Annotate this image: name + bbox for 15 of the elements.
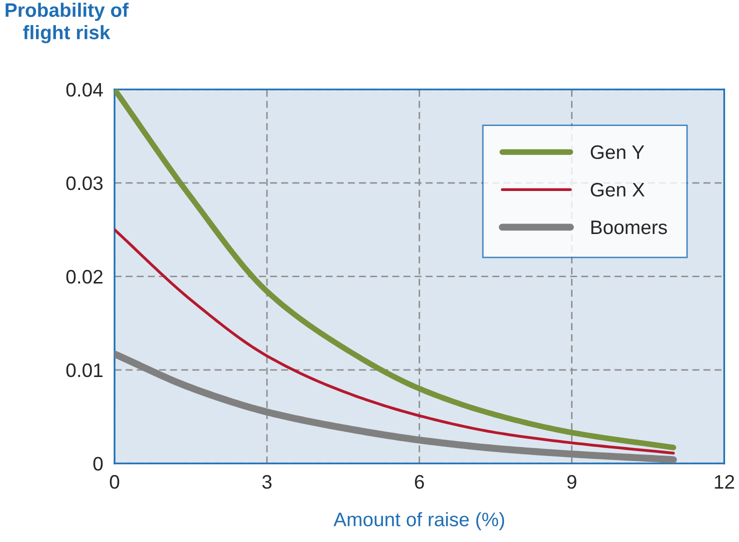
y-tick-label: 0.01 xyxy=(66,363,102,378)
x-tick-label: 12 xyxy=(714,475,734,489)
legend-label: Gen Y xyxy=(590,145,644,160)
x-tick-label: 3 xyxy=(262,475,272,489)
y-tick-label: 0.04 xyxy=(66,82,103,97)
x-tick-label: 9 xyxy=(567,475,576,489)
y-tick-label: 0.03 xyxy=(66,176,103,190)
legend-label: Boomers xyxy=(591,220,667,234)
x-tick-label: 6 xyxy=(414,475,424,489)
y-axis-title: Probability of flight risk xyxy=(6,2,129,44)
x-axis-title: Amount of raise (%) xyxy=(334,512,504,530)
x-tick-label: 0 xyxy=(110,475,120,489)
legend-label: Gen X xyxy=(590,182,645,197)
y-tick-label: 0 xyxy=(93,456,103,471)
y-tick-label: 0.02 xyxy=(66,270,102,284)
